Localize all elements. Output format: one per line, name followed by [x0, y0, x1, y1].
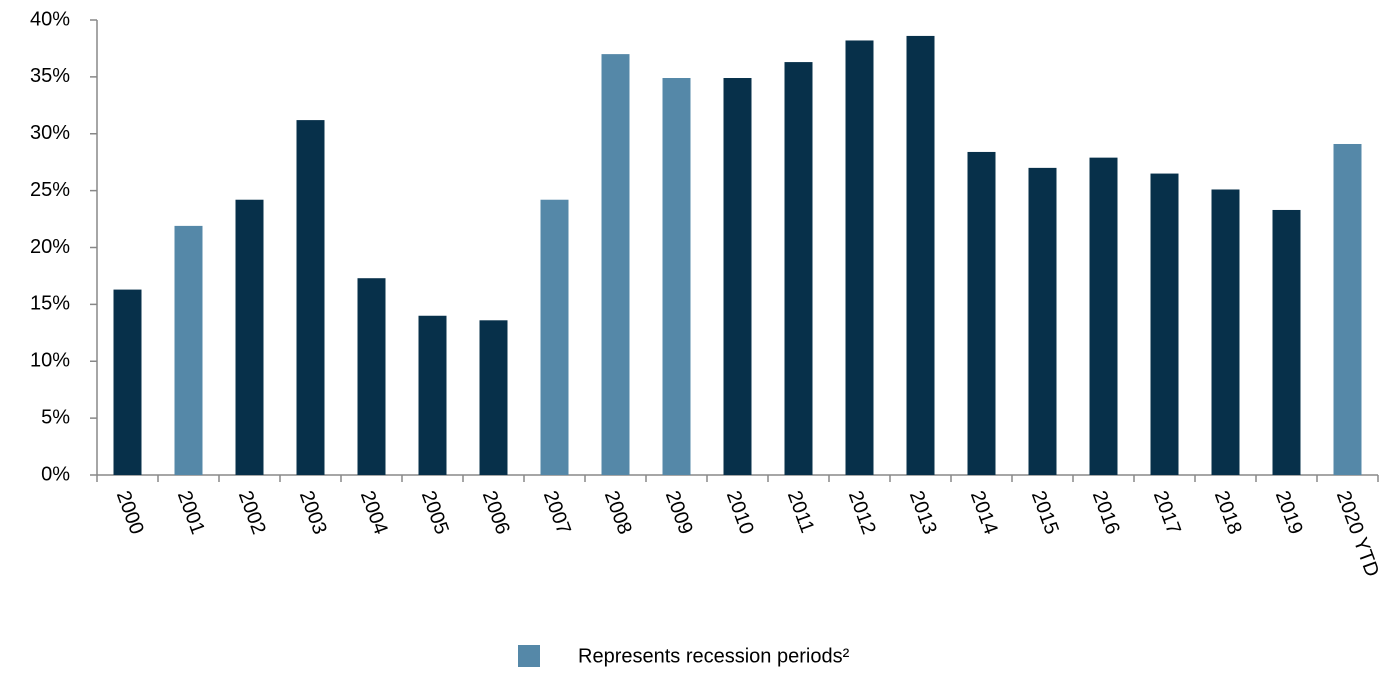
legend-label: Represents recession periods² [578, 645, 850, 667]
x-tick-label: 2010 [722, 488, 758, 537]
bar [357, 278, 386, 475]
x-tick-label: 2009 [661, 488, 697, 537]
x-tick-label: 2006 [478, 488, 514, 537]
x-tick-label: 2020 YTD [1332, 488, 1383, 580]
x-tick-label: 2000 [112, 488, 148, 537]
y-tick-label: 10% [30, 350, 70, 372]
bar [1211, 189, 1240, 476]
bar [845, 40, 874, 475]
bar [1333, 143, 1362, 476]
bar [662, 78, 691, 475]
bar [1150, 173, 1179, 475]
y-tick-label: 40% [30, 8, 70, 30]
x-tick-label: 2005 [417, 488, 453, 537]
bar [906, 35, 935, 476]
x-tick-label: 2011 [783, 488, 818, 536]
x-tick-label: 2002 [234, 488, 270, 537]
bar [540, 199, 569, 475]
y-tick-label: 0% [41, 463, 70, 485]
x-tick-label: 2013 [905, 488, 941, 537]
y-tick-label: 20% [30, 236, 70, 258]
bar [1089, 157, 1118, 475]
bar [723, 78, 752, 475]
bar [113, 289, 142, 475]
y-tick-label: 25% [30, 179, 70, 201]
x-tick-label: 2007 [539, 488, 575, 537]
x-tick-label: 2004 [356, 488, 392, 537]
x-tick-label: 2001 [173, 488, 209, 537]
x-tick-label: 2012 [844, 488, 880, 537]
x-tick-label: 2014 [966, 488, 1002, 537]
bar [601, 54, 630, 475]
y-tick-label: 15% [30, 293, 70, 315]
y-tick-label: 35% [30, 65, 70, 87]
x-tick-label: 2017 [1149, 488, 1185, 537]
x-tick-label: 2019 [1271, 488, 1307, 537]
x-tick-label: 2003 [295, 488, 331, 537]
x-tick-label: 2008 [600, 488, 636, 537]
x-tick-label: 2016 [1088, 488, 1124, 537]
bar [418, 315, 447, 475]
bar [296, 120, 325, 475]
bar [235, 199, 264, 475]
x-tick-label: 2018 [1210, 488, 1246, 537]
bar [1272, 209, 1301, 475]
bar [1028, 167, 1057, 475]
y-tick-label: 30% [30, 122, 70, 144]
bar [479, 320, 508, 475]
bar [967, 151, 996, 475]
y-tick-label: 5% [41, 406, 70, 428]
x-tick-label: 2015 [1027, 488, 1063, 537]
bar [784, 62, 813, 476]
legend-swatch [518, 645, 540, 667]
bar [174, 225, 203, 475]
